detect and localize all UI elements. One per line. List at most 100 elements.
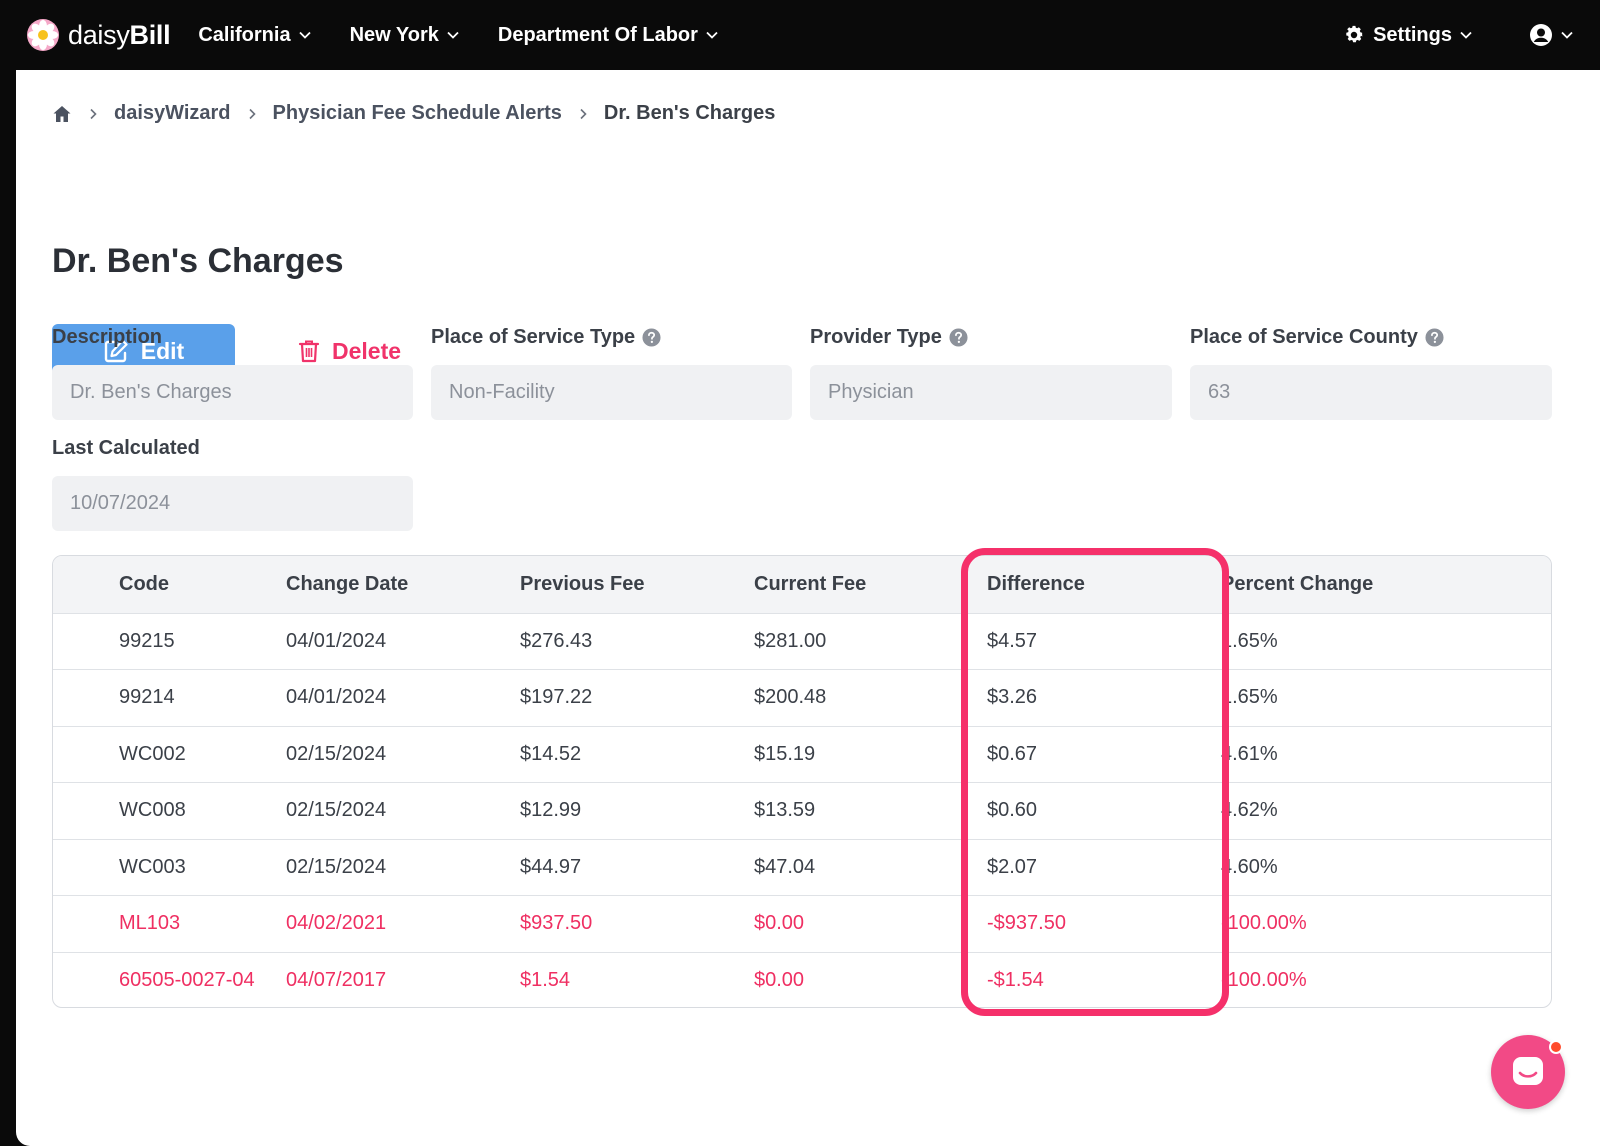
cell-change-date: 04/07/2017	[286, 969, 387, 991]
cell-code: 99214	[119, 686, 175, 709]
cell-percent-change: 1.65%	[1221, 629, 1278, 652]
cell-current-fee: $15.19	[754, 742, 816, 765]
description-field[interactable]	[52, 365, 413, 420]
nav-right-group: Settings	[1287, 0, 1574, 70]
nav-new-york-dropdown[interactable]: New York	[350, 24, 460, 47]
chevron-down-icon	[447, 31, 459, 39]
place-of-service-type-field[interactable]	[431, 365, 792, 420]
chevron-right-icon	[90, 108, 97, 119]
cell-current-fee: $200.48	[754, 686, 827, 709]
cell-previous-fee: $1.54	[520, 969, 571, 991]
cell-change-date: 02/15/2024	[286, 855, 387, 878]
cell-previous-fee: $937.50	[520, 912, 593, 935]
cell-code: WC003	[119, 855, 186, 878]
cell-previous-fee: $14.52	[520, 742, 582, 765]
cell-code: ML103	[119, 912, 181, 935]
nav-item-label: New York	[349, 23, 439, 46]
chat-icon	[1513, 1057, 1543, 1085]
chevron-down-icon	[1460, 31, 1472, 39]
cell-current-fee: $47.04	[754, 855, 816, 878]
cell-difference: $0.60	[987, 799, 1038, 822]
cell-change-date: 04/01/2024	[286, 629, 387, 652]
place-of-service-county-field[interactable]	[1190, 365, 1552, 420]
table-row[interactable]: WC008 02/15/2024 $12.99 $13.59 $0.60 4.6…	[53, 782, 1551, 840]
settings-dropdown[interactable]: Settings	[1343, 24, 1473, 47]
cell-current-fee: $0.00	[754, 969, 805, 991]
delete-button[interactable]: Delete	[298, 324, 401, 378]
home-icon[interactable]	[52, 104, 72, 124]
question-circle-icon[interactable]	[642, 327, 661, 347]
cell-percent-change: 1.65%	[1221, 686, 1278, 709]
cell-percent-change: 4.60%	[1221, 855, 1278, 878]
cell-change-date: 04/01/2024	[286, 686, 387, 709]
breadcrumb: daisyWizard Physician Fee Schedule Alert…	[52, 102, 775, 125]
cell-percent-change: 4.61%	[1221, 742, 1278, 765]
cell-difference: -$937.50	[987, 912, 1066, 935]
user-circle-icon	[1530, 24, 1552, 46]
chevron-down-icon	[706, 31, 718, 39]
nav-item-label: California	[198, 23, 291, 46]
table-row[interactable]: ML103 04/02/2021 $937.50 $0.00 -$937.50 …	[53, 895, 1551, 953]
question-circle-icon[interactable]	[1425, 327, 1444, 347]
nav-california-dropdown[interactable]: California	[198, 24, 311, 47]
table-row[interactable]: 99215 04/01/2024 $276.43 $281.00 $4.57 1…	[53, 613, 1551, 670]
nav-department-of-labor-dropdown[interactable]: Department Of Labor	[498, 24, 719, 47]
column-header-percent-change[interactable]: Percent Change	[1221, 572, 1374, 595]
cell-difference: $3.26	[987, 686, 1038, 709]
fee-changes-table: Code Change Date Previous Fee Current Fe…	[52, 555, 1552, 1008]
cell-difference: $4.57	[987, 629, 1038, 652]
cell-previous-fee: $12.99	[520, 799, 582, 822]
edit-icon	[104, 339, 128, 363]
table-row[interactable]: 99214 04/01/2024 $197.22 $200.48 $3.26 1…	[53, 669, 1551, 727]
table-row[interactable]: 60505-0027-04 04/07/2017 $1.54 $0.00 -$1…	[53, 952, 1551, 1007]
field-label-text: Last Calculated	[52, 436, 200, 459]
user-menu-dropdown[interactable]	[1529, 23, 1574, 47]
column-header-code[interactable]: Code	[119, 572, 169, 595]
place-of-service-type-label: Place of Service Type	[431, 326, 661, 348]
breadcrumb-physician-fee-schedule-alerts[interactable]: Physician Fee Schedule Alerts	[272, 102, 562, 124]
brand-name: daisyBill	[68, 19, 171, 50]
cell-previous-fee: $276.43	[520, 629, 593, 652]
nav-item-label: Department Of Labor	[497, 23, 698, 46]
cell-difference: $2.07	[987, 855, 1038, 878]
fee-changes-grid: Code Change Date Previous Fee Current Fe…	[53, 556, 1551, 1007]
table-row[interactable]: WC003 02/15/2024 $44.97 $47.04 $2.07 4.6…	[53, 839, 1551, 896]
cell-current-fee: $281.00	[754, 629, 827, 652]
column-header-change-date[interactable]: Change Date	[286, 572, 409, 595]
column-header-current-fee[interactable]: Current Fee	[754, 572, 867, 595]
settings-label: Settings	[1373, 23, 1452, 46]
cell-percent-change: -100.00%	[1221, 912, 1307, 935]
field-label-text: Provider Type	[810, 325, 942, 348]
delete-button-label: Delete	[332, 337, 402, 364]
cell-current-fee: $0.00	[754, 912, 805, 935]
gear-icon	[1346, 25, 1363, 43]
field-label-text: Place of Service Type	[431, 325, 636, 348]
cell-code: 99215	[119, 629, 175, 652]
chevron-down-icon	[1561, 31, 1573, 39]
cell-code: 60505-0027-04	[119, 969, 255, 991]
last-calculated-field[interactable]	[52, 476, 413, 531]
column-header-previous-fee[interactable]: Previous Fee	[520, 572, 645, 595]
provider-type-label: Provider Type	[810, 326, 968, 348]
cell-code: WC008	[119, 799, 186, 822]
cell-difference: $0.67	[987, 742, 1038, 765]
question-circle-icon[interactable]	[949, 327, 968, 347]
breadcrumb-current: Dr. Ben's Charges	[603, 102, 776, 124]
table-row[interactable]: WC002 02/15/2024 $14.52 $15.19 $0.67 4.6…	[53, 726, 1551, 783]
field-label-text: Place of Service County	[1190, 325, 1418, 348]
cell-change-date: 02/15/2024	[286, 799, 387, 822]
trash-icon	[298, 340, 320, 363]
page-title: Dr. Ben's Charges	[52, 242, 344, 280]
brand-logo[interactable]: daisyBill	[26, 18, 171, 52]
daisy-flower-icon	[27, 19, 59, 51]
column-header-difference[interactable]: Difference	[987, 572, 1085, 595]
place-of-service-county-label: Place of Service County	[1190, 326, 1444, 348]
chevron-right-icon	[580, 108, 587, 119]
cell-current-fee: $13.59	[754, 799, 816, 822]
notification-dot	[1549, 1040, 1563, 1054]
table-body: 99215 04/01/2024 $276.43 $281.00 $4.57 1…	[53, 613, 1551, 1007]
table-header-row: Code Change Date Previous Fee Current Fe…	[53, 556, 1551, 613]
provider-type-field[interactable]	[810, 365, 1172, 420]
chevron-down-icon	[298, 31, 311, 39]
breadcrumb-daisywizard[interactable]: daisyWizard	[114, 102, 231, 124]
